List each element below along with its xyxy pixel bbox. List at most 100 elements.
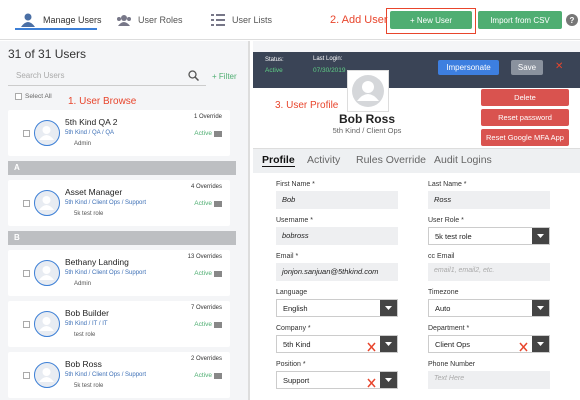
- user-card[interactable]: Asset Manager 5th Kind / Client Ops / Sup…: [8, 180, 230, 226]
- user-card[interactable]: Bob Ross 5th Kind / Client Ops / Support 5…: [8, 352, 230, 398]
- action-button[interactable]: Delete: [481, 89, 569, 106]
- profile-tab[interactable]: Audit Logins: [434, 154, 492, 166]
- user-name: Bob Builder: [65, 308, 109, 318]
- search-input[interactable]: Search Users: [8, 66, 206, 86]
- filter-button[interactable]: + Filter: [212, 72, 237, 81]
- profile-tab[interactable]: Activity: [307, 154, 341, 166]
- override-count: 2 Overrides: [190, 356, 222, 362]
- help-icon[interactable]: ?: [566, 14, 578, 26]
- user-name: Bethany Landing: [65, 257, 129, 267]
- field-placeholder: email1, email2, etc.: [434, 267, 495, 274]
- checkbox[interactable]: [23, 130, 30, 137]
- select-all-label: Select All: [25, 93, 52, 100]
- field-label: User Role *: [428, 217, 464, 224]
- field-label: Username *: [276, 217, 313, 224]
- profile-photo[interactable]: [347, 70, 389, 112]
- last-login-label: Last Login:: [313, 56, 343, 62]
- status-value: Active: [265, 67, 283, 74]
- avatar-icon: [352, 75, 384, 107]
- text-input[interactable]: Text Here: [428, 371, 550, 389]
- profile-tab[interactable]: Profile: [262, 154, 295, 167]
- checkbox[interactable]: [23, 321, 30, 328]
- x-icon: [519, 342, 528, 352]
- user-role: 5k test role: [74, 383, 104, 389]
- text-input[interactable]: Ross: [428, 191, 550, 209]
- dropdown-arrow: [532, 336, 549, 352]
- clear-icon[interactable]: [367, 375, 376, 393]
- field-label: Company *: [276, 325, 311, 332]
- text-input[interactable]: Bob: [276, 191, 398, 209]
- arrow-icon: [385, 306, 392, 310]
- avatar: [34, 120, 60, 146]
- override-count: 7 Overrides: [190, 305, 222, 311]
- user-role: 5k test role: [74, 211, 104, 217]
- new-user-button[interactable]: + New User: [390, 11, 472, 29]
- select-input[interactable]: Support: [276, 371, 398, 389]
- nav-tab[interactable]: Manage Users: [43, 15, 102, 25]
- user-card[interactable]: Bob Builder 5th Kind / IT / IT test role 7 …: [8, 301, 230, 347]
- select-input[interactable]: English: [276, 299, 398, 317]
- user-status: Active: [194, 130, 212, 137]
- tab-bar: [253, 148, 580, 173]
- annotation: 2. Add User: [330, 14, 388, 26]
- section-header: A: [8, 161, 236, 175]
- tab-underline: [15, 28, 97, 30]
- field-label: Email *: [276, 253, 299, 260]
- select-input[interactable]: Auto: [428, 299, 550, 317]
- mail-icon: [214, 271, 222, 277]
- field-placeholder: Text Here: [434, 375, 465, 382]
- text-input[interactable]: bobross: [276, 227, 398, 245]
- field-label: Last Name *: [428, 181, 467, 188]
- select-input[interactable]: 5k test role: [428, 227, 550, 245]
- checkbox[interactable]: [23, 200, 30, 207]
- nav-tab[interactable]: User Lists: [232, 15, 273, 25]
- profile-tab[interactable]: Rules Override: [356, 154, 427, 166]
- action-button[interactable]: Reset Google MFA App: [481, 129, 569, 146]
- mail-icon: [214, 201, 222, 207]
- dropdown-arrow: [532, 228, 549, 244]
- nav-tab[interactable]: User Roles: [138, 15, 183, 25]
- annotation: 1. User Browse: [68, 96, 137, 107]
- section-letter: A: [14, 163, 20, 172]
- arrow-icon: [385, 378, 392, 382]
- clear-icon[interactable]: [519, 339, 528, 357]
- user-card[interactable]: 5th Kind QA 2 5th Kind / QA / QA Admin 1 Ov…: [8, 110, 230, 156]
- dropdown-arrow: [380, 372, 397, 388]
- mail-icon: [214, 322, 222, 328]
- avatar: [34, 311, 60, 337]
- clear-icon[interactable]: [367, 339, 376, 357]
- user-profile-panel: Status: Active Last Login: 07/30/2019 Im…: [253, 41, 580, 400]
- field-label: cc Email: [428, 253, 455, 260]
- dropdown-arrow: [380, 300, 397, 316]
- avatar: [34, 362, 60, 388]
- profile-name: Bob Ross: [338, 112, 395, 126]
- user-card[interactable]: Bethany Landing 5th Kind / Client Ops / S…: [8, 250, 230, 296]
- close-button[interactable]: ✕: [555, 61, 564, 72]
- user-path: 5th Kind / IT / IT: [65, 321, 108, 327]
- avatar: [34, 190, 60, 216]
- save-button[interactable]: Save: [511, 60, 543, 75]
- mail-icon: [214, 131, 222, 137]
- user-name: Asset Manager: [65, 187, 123, 197]
- field-value: Ross: [434, 195, 452, 204]
- text-input[interactable]: jonjon.sanjuan@5thkind.com: [276, 263, 398, 281]
- select-input[interactable]: Client Ops: [428, 335, 550, 353]
- checkbox[interactable]: [23, 270, 30, 277]
- override-count: 13 Overrides: [187, 254, 222, 260]
- search-placeholder: Search Users: [16, 71, 65, 80]
- checkbox[interactable]: [23, 372, 30, 379]
- field-value: Support: [283, 376, 310, 385]
- action-button[interactable]: Reset password: [481, 109, 569, 126]
- field-label: Language: [276, 289, 308, 296]
- arrow-icon: [537, 234, 544, 238]
- text-input[interactable]: email1, email2, etc.: [428, 263, 550, 281]
- user-status: Active: [194, 321, 212, 328]
- x-icon: [367, 378, 376, 388]
- impersonate-button[interactable]: Impersonate: [438, 60, 499, 75]
- user-path: 5th Kind / Client Ops / Support: [65, 200, 147, 206]
- last-login-value: 07/30/2019: [313, 67, 346, 74]
- profile-org: 5th Kind / Client Ops: [332, 126, 402, 135]
- select-input[interactable]: 5th Kind: [276, 335, 398, 353]
- checkbox[interactable]: [15, 93, 22, 100]
- import-button[interactable]: Import from CSV: [478, 11, 562, 29]
